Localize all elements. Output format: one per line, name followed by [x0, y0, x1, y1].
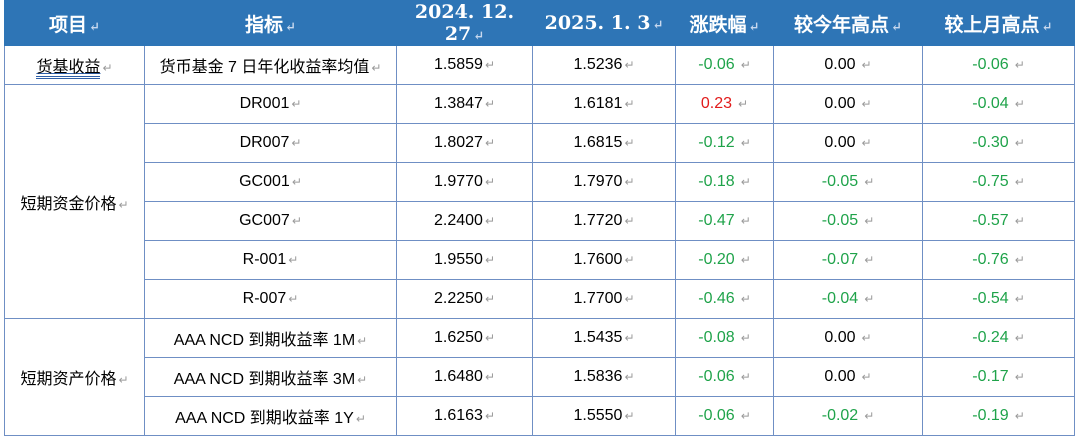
header-date-2: 2025. 1. 3 ↵	[532, 0, 676, 46]
category-cell: 短期资产价格 ↵	[4, 318, 145, 436]
vs-month-cell: -0.17 ↵	[922, 357, 1075, 397]
indicator-label: 货币基金 7 日年化收益率均值	[159, 59, 370, 76]
table-row: 货基收益 ↵ 货币基金 7 日年化收益率均值 ↵ 1.5859 ↵ 1.5236 ↵ -…	[4, 45, 1075, 85]
value-date-1: 1.6163 ↵	[396, 396, 533, 436]
rates-table-container: 项目 ↵ 指标 ↵ 2024. 12. 27 ↵ 2025. 1. 3 ↵ 涨跌幅 ↵ 较…	[4, 0, 1075, 440]
change-cell: -0.47 ↵	[675, 201, 774, 241]
vs-year-cell: 0.00 ↵	[773, 84, 923, 124]
change-cell: -0.08 ↵	[675, 318, 774, 358]
indicator-cell: AAA NCD 到期收益率 1M ↵	[144, 318, 397, 358]
value-date-2: 1.5836 ↵	[532, 357, 676, 397]
indicator-cell: DR007 ↵	[144, 123, 397, 163]
header-date-1: 2024. 12. 27 ↵	[396, 0, 533, 46]
table-row: 短期资产价格 ↵ AAA NCD 到期收益率 1M ↵ 1.6250 ↵ 1.5435…	[4, 318, 1075, 436]
vs-year-cell: 0.00 ↵	[773, 45, 923, 85]
vs-month-cell: -0.06 ↵	[922, 45, 1075, 85]
change-cell: -0.06 ↵	[675, 396, 774, 436]
indicator-cell: 货币基金 7 日年化收益率均值 ↵	[144, 45, 397, 85]
vs-year-cell: -0.05 ↵	[773, 162, 923, 202]
value-date-2: 1.6181 ↵	[532, 84, 676, 124]
vs-year-cell: -0.02 ↵	[773, 396, 923, 436]
value-date-2: 1.5236 ↵	[532, 45, 676, 85]
indicator-cell: R-007 ↵	[144, 279, 397, 319]
change-cell: -0.06 ↵	[675, 357, 774, 397]
value-date-1: 2.2400 ↵	[396, 201, 533, 241]
vs-year-cell: 0.00 ↵	[773, 357, 923, 397]
header-change: 涨跌幅 ↵	[675, 0, 774, 46]
indicator-cell: GC007 ↵	[144, 201, 397, 241]
vs-year-cell: -0.05 ↵	[773, 201, 923, 241]
table-row: R-001 ↵ 1.9550 ↵ 1.7600 ↵ -0.20 ↵ -0.07 ↵ -0.…	[5, 240, 1075, 280]
value-date-1: 1.9770 ↵	[396, 162, 533, 202]
change-cell: -0.12 ↵	[675, 123, 774, 163]
vs-month-cell: -0.54 ↵	[922, 279, 1075, 319]
vs-month-cell: -0.75 ↵	[922, 162, 1075, 202]
vs-year-cell: -0.04 ↵	[773, 279, 923, 319]
header-vs-month-high: 较上月高点 ↵	[922, 0, 1075, 46]
vs-month-cell: -0.04 ↵	[922, 84, 1075, 124]
table-row: AAA NCD 到期收益率 1Y ↵ 1.6163 ↵ 1.5550 ↵ -0.06 ↵…	[5, 396, 1075, 436]
change-cell: -0.18 ↵	[675, 162, 774, 202]
vs-year-cell: -0.07 ↵	[773, 240, 923, 280]
value-date-2: 1.7970 ↵	[532, 162, 676, 202]
header-indicator: 指标 ↵	[144, 0, 397, 46]
indicator-cell: AAA NCD 到期收益率 3M ↵	[144, 357, 397, 397]
value-date-1: 1.9550 ↵	[396, 240, 533, 280]
table-row: AAA NCD 到期收益率 3M ↵ 1.6480 ↵ 1.5836 ↵ -0.06 ↵…	[5, 357, 1075, 397]
value-date-1: 1.6480 ↵	[396, 357, 533, 397]
vs-month-cell: -0.19 ↵	[922, 396, 1075, 436]
value-date-1: 1.3847 ↵	[396, 84, 533, 124]
header-item: 项目 ↵	[4, 0, 145, 46]
header-row: 项目 ↵ 指标 ↵ 2024. 12. 27 ↵ 2025. 1. 3 ↵ 涨跌幅 ↵ 较…	[4, 0, 1075, 46]
vs-month-cell: -0.57 ↵	[922, 201, 1075, 241]
table-row: R-007 ↵ 2.2250 ↵ 1.7700 ↵ -0.46 ↵ -0.04 ↵ -0.…	[5, 279, 1075, 319]
header-vs-year-high: 较今年高点 ↵	[773, 0, 923, 46]
value-date-2: 1.7720 ↵	[532, 201, 676, 241]
vs-year-cell: 0.00 ↵	[773, 318, 923, 358]
value-date-2: 1.5435 ↵	[532, 318, 676, 358]
table-row: 短期资金价格 ↵ DR001 ↵ 1.3847 ↵ 1.6181 ↵ 0.23 ↵ 0.0…	[4, 84, 1075, 319]
value-date-2: 1.6815 ↵	[532, 123, 676, 163]
change-cell: -0.06 ↵	[675, 45, 774, 85]
vs-month-cell: -0.24 ↵	[922, 318, 1075, 358]
value-date-2: 1.7600 ↵	[532, 240, 676, 280]
indicator-cell: GC001 ↵	[144, 162, 397, 202]
table-row: GC007 ↵ 2.2400 ↵ 1.7720 ↵ -0.47 ↵ -0.05 ↵ -0.…	[5, 201, 1075, 241]
vs-month-cell: -0.76 ↵	[922, 240, 1075, 280]
change-cell: 0.23 ↵	[675, 84, 774, 124]
rates-table: 项目 ↵ 指标 ↵ 2024. 12. 27 ↵ 2025. 1. 3 ↵ 涨跌幅 ↵ 较…	[4, 0, 1075, 436]
indicator-cell: R-001 ↵	[144, 240, 397, 280]
vs-month-cell: -0.30 ↵	[922, 123, 1075, 163]
value-date-1: 1.8027 ↵	[396, 123, 533, 163]
category-cell: 货基收益 ↵	[4, 45, 145, 85]
value-date-2: 1.5550 ↵	[532, 396, 676, 436]
value-date-1: 2.2250 ↵	[396, 279, 533, 319]
value-date-1: 1.6250 ↵	[396, 318, 533, 358]
table-row: DR007 ↵ 1.8027 ↵ 1.6815 ↵ -0.12 ↵ 0.00 ↵ -0.3…	[5, 123, 1075, 163]
indicator-cell: AAA NCD 到期收益率 1Y ↵	[144, 396, 397, 436]
vs-year-cell: 0.00 ↵	[773, 123, 923, 163]
value-date-2: 1.7700 ↵	[532, 279, 676, 319]
change-cell: -0.20 ↵	[675, 240, 774, 280]
indicator-cell: DR001 ↵	[144, 84, 397, 124]
table-row: GC001 ↵ 1.9770 ↵ 1.7970 ↵ -0.18 ↵ -0.05 ↵ -0.…	[5, 162, 1075, 202]
change-cell: -0.46 ↵	[675, 279, 774, 319]
category-cell: 短期资金价格 ↵	[4, 84, 145, 319]
value-date-1: 1.5859 ↵	[396, 45, 533, 85]
